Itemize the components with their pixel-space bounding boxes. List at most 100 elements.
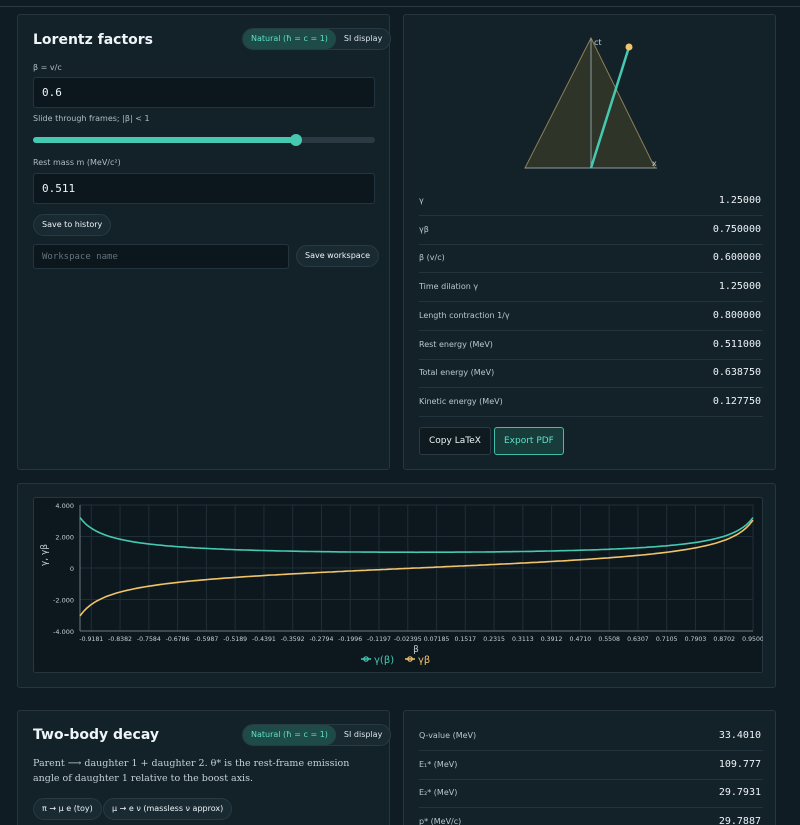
decay-result-row: Q-value (MeV) 33.4010: [419, 723, 763, 751]
y-tick-label: 2.000: [55, 534, 74, 542]
decay-result-key: E₁* (MeV): [419, 759, 458, 769]
result-key: Total energy (MeV): [419, 368, 495, 378]
beta-input[interactable]: 0.6: [33, 77, 375, 108]
x-tick-label: -0.5189: [223, 636, 247, 643]
legend-label: γ(β): [374, 655, 394, 666]
result-key: Kinetic energy (MeV): [419, 396, 503, 406]
result-value: 1.25000: [718, 281, 761, 293]
decay-result-value: 29.7931: [718, 787, 761, 799]
worldline-marker: [625, 43, 633, 51]
x-label: x: [652, 159, 657, 168]
result-key: Time dilation γ: [419, 282, 479, 292]
result-key: Length contraction 1/γ: [419, 310, 510, 320]
gamma-chart: 4.000 2.000 0 -2.000 -4.000 -0.9181 -0.8382 -0.…: [33, 497, 763, 673]
series-line-gamma: [79, 517, 754, 554]
result-value: 0.127750: [712, 395, 761, 407]
decay-result-key: p* (MeV/c): [419, 817, 462, 825]
top-divider: [0, 6, 800, 7]
decay-description: Parent ⟶ daughter 1 + daughter 2. θ* is …: [33, 758, 350, 784]
y-tick-label: -2.000: [53, 597, 74, 605]
decay-result-key: Q-value (MeV): [419, 731, 477, 740]
series-line-gamma-beta: [79, 519, 754, 617]
x-tick-label: 0.4710: [570, 636, 592, 643]
spacetime-diagram: ct x: [524, 36, 657, 169]
result-row: Time dilation γ 1.25000: [419, 274, 763, 303]
beta-slider-fill: [33, 137, 296, 143]
slider-label: Slide through frames; |β| < 1: [33, 114, 150, 123]
result-row: Total energy (MeV) 0.638750: [419, 360, 763, 389]
legend-marker: [407, 656, 413, 662]
x-tick-label: 0.5508: [598, 636, 620, 643]
toggle-natural[interactable]: Natural (ħ = c = 1): [243, 29, 336, 49]
beta-slider-thumb[interactable]: [289, 134, 302, 146]
x-tick-label: 0.3912: [541, 636, 563, 643]
result-value: 0.600000: [712, 252, 761, 264]
x-tick-label: -0.9181: [79, 636, 103, 643]
legend-label: γβ: [418, 655, 430, 666]
y-tick-label: 4.000: [55, 502, 74, 510]
toggle-si[interactable]: SI display: [343, 34, 383, 43]
y-tick-label: 0: [70, 565, 74, 573]
decay-result-key: E₂* (MeV): [419, 788, 458, 798]
legend-marker: [363, 656, 369, 662]
x-tick-label: 0.7903: [685, 636, 707, 643]
lorentz-title: Lorentz factors: [33, 32, 154, 48]
result-value: 0.750000: [712, 223, 761, 235]
x-tick-label: 0.1517: [454, 636, 476, 643]
workspace-name-input[interactable]: Workspace name: [33, 244, 289, 269]
mass-label: Rest mass m (MeV/c²): [33, 158, 121, 167]
x-tick-label: 0.9500: [742, 636, 763, 643]
result-row: γ 1.25000: [419, 188, 763, 216]
ct-label: ct: [594, 38, 602, 47]
worldline: [589, 46, 631, 169]
decay-result-value: 109.777: [718, 758, 761, 770]
save-workspace-button[interactable]: Save workspace: [296, 245, 380, 267]
decay-result-value: 33.4010: [718, 730, 761, 741]
beta-label: β = v/c: [33, 63, 62, 72]
decay-result-row: E₂* (MeV) 29.7931: [419, 780, 763, 809]
result-key: γβ: [419, 224, 429, 234]
mass-input[interactable]: 0.511: [33, 173, 375, 204]
decay-result-row: E₁* (MeV) 109.777: [419, 752, 763, 780]
decay-toggle-natural[interactable]: Natural (ħ = c = 1): [243, 725, 336, 745]
decay-units-toggle[interactable]: Natural (ħ = c = 1) SI display: [242, 724, 392, 746]
x-tick-label: 0.2315: [483, 636, 505, 643]
decay-results-panel: [403, 710, 776, 825]
decay-title: Two-body decay: [33, 727, 159, 743]
decay-result-value: 29.7887: [718, 816, 761, 825]
save-history-button[interactable]: Save to history: [33, 214, 112, 236]
export-pdf-button[interactable]: Export PDF: [494, 427, 564, 455]
preset-pi-mu-e-button[interactable]: π → μ e (toy): [33, 798, 102, 820]
x-tick-label: -0.2794: [310, 636, 334, 643]
result-row: Length contraction 1/γ 0.800000: [419, 303, 763, 331]
result-value: 0.638750: [712, 367, 761, 379]
x-tick-label: -0.6786: [166, 636, 190, 643]
decay-toggle-si[interactable]: SI display: [343, 730, 383, 739]
result-row: Rest energy (MeV) 0.511000: [419, 332, 763, 360]
copy-latex-button[interactable]: Copy LaTeX: [419, 427, 491, 455]
decay-result-row: p* (MeV/c) 29.7887: [419, 809, 763, 825]
x-tick-label: -0.3592: [281, 636, 305, 643]
x-tick-label: -0.7584: [137, 636, 161, 643]
light-cone: [524, 36, 656, 169]
units-toggle[interactable]: Natural (ħ = c = 1) SI display: [242, 28, 392, 50]
result-row: Kinetic energy (MeV) 0.127750: [419, 389, 763, 417]
x-tick-label: 0.07185: [424, 636, 450, 643]
x-tick-label: -0.4391: [252, 636, 276, 643]
x-tick-label: -0.5987: [194, 636, 218, 643]
x-tick-label: -0.1996: [338, 636, 362, 643]
result-key: β (v/c): [419, 253, 445, 263]
chart-xlabel: β: [413, 645, 419, 655]
result-value: 1.25000: [718, 195, 761, 206]
result-row: β (v/c) 0.600000: [419, 245, 763, 274]
x-tick-label: -0.1197: [367, 636, 391, 643]
x-tick-label: -0.8382: [108, 636, 132, 643]
x-tick-label: 0.3113: [512, 636, 534, 643]
x-tick-label: 0.8702: [713, 636, 735, 643]
preset-mu-e-nu-button[interactable]: μ → e ν (massless ν approx): [103, 798, 233, 820]
result-key: γ: [419, 196, 424, 205]
result-row: γβ 0.750000: [419, 217, 763, 245]
y-tick-label: -4.000: [53, 628, 74, 636]
x-tick-label: 0.7105: [656, 636, 678, 643]
x-tick-label: 0.6307: [627, 636, 649, 643]
